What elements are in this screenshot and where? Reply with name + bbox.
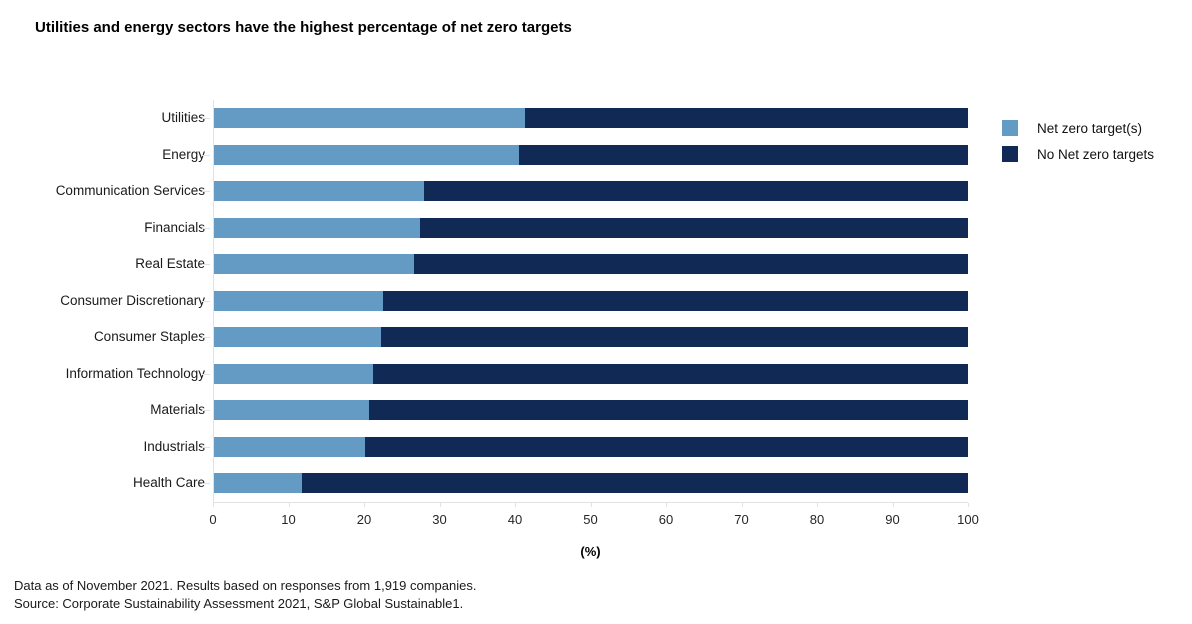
bar-row [214,181,968,201]
category-label: Energy [162,146,205,162]
bar-row [214,473,968,493]
bar-segment-net-zero [214,363,374,384]
bar-segment-no-net-zero [413,254,968,274]
legend-swatch [1002,146,1018,162]
category-label: Financials [144,219,205,235]
x-tick-label: 40 [507,512,523,527]
category-label: Materials [150,402,205,417]
bar-segment-no-net-zero [364,436,968,457]
x-axis-tick [213,503,214,507]
bar-row [214,108,968,128]
bar-segment-net-zero [214,217,420,238]
x-axis-tick [288,503,290,507]
x-tick-label: 80 [809,512,825,527]
chart-title: Utilities and energy sectors have the hi… [35,19,572,36]
x-axis-tick [439,503,441,507]
bar-segment-no-net-zero [302,473,968,493]
x-tick-label: 90 [885,512,900,527]
bar-segment-no-net-zero [423,181,968,201]
x-tick-label: 50 [583,512,598,527]
category-label: Consumer Staples [93,329,205,344]
legend-item: No Net zero targets [1002,146,1154,162]
y-axis-tick [202,300,210,302]
bar-segment-net-zero [214,436,365,457]
bar-row [214,436,968,457]
bar-segment-net-zero [214,144,519,165]
bar-row [214,290,968,311]
bar-segment-no-net-zero [518,144,968,165]
y-axis-tick [202,118,210,119]
bar-row [214,254,968,274]
legend-label: Net zero target(s) [1037,120,1143,136]
y-axis-tick [202,410,210,411]
x-axis-tick [590,503,592,507]
y-axis-tick [202,191,210,192]
legend-item: Net zero target(s) [1002,120,1154,136]
x-axis-tick [364,503,365,507]
y-axis-tick [202,446,210,448]
category-label: Utilities [161,110,205,125]
x-tick-label: 70 [734,512,749,527]
bar-segment-no-net-zero [525,108,968,128]
bar-row [214,217,968,238]
x-axis-tick [817,503,818,507]
x-tick-label: 20 [356,512,372,527]
bar-segment-no-net-zero [380,327,968,347]
y-axis-tick [202,227,210,229]
bar-segment-net-zero [214,108,526,128]
category-label: Industrials [143,438,205,454]
legend-swatch [1002,120,1018,136]
x-axis-tick [968,503,969,507]
category-label: Consumer Discretionary [60,292,205,308]
footer-line-2: Source: Corporate Sustainability Assessm… [14,596,464,611]
category-label: Information Technology [65,365,205,381]
bar-segment-net-zero [214,181,424,201]
footer-line-1: Data as of November 2021. Results based … [14,578,477,593]
y-axis-tick [202,373,210,375]
x-axis-tick [741,503,743,507]
bar-segment-net-zero [214,473,303,493]
x-tick-label: 0 [209,512,217,527]
x-axis-title: (%) [580,544,601,559]
bar-row [214,144,968,165]
x-tick-label: 10 [281,512,296,527]
x-tick-label: 60 [658,512,674,527]
x-axis-tick [892,503,894,507]
footer: Data as of November 2021. Results based … [14,577,476,613]
legend: Net zero target(s) No Net zero targets [1002,120,1154,172]
category-label: Health Care [132,475,205,490]
x-axis-tick [666,503,667,507]
bar-segment-no-net-zero [369,400,968,420]
bar-row [214,400,968,420]
y-axis-tick [202,483,210,484]
bar-segment-no-net-zero [419,217,968,238]
y-axis-tick [202,337,210,338]
legend-label: No Net zero targets [1037,146,1155,162]
bar-segment-net-zero [214,290,383,311]
plot-area [213,100,968,503]
bar-segment-net-zero [214,254,414,274]
bar-row [214,363,968,384]
category-label: Real Estate [135,256,205,271]
y-axis-tick [202,154,210,156]
x-tick-label: 30 [432,512,447,527]
bar-segment-net-zero [214,327,381,347]
category-label: Communication Services [55,183,205,198]
bar-segment-no-net-zero [373,363,968,384]
y-axis-tick [202,264,210,265]
x-tick-label: 100 [957,512,979,527]
bar-segment-net-zero [214,400,370,420]
bar-row [214,327,968,347]
x-axis-tick [515,503,516,507]
bar-segment-no-net-zero [382,290,968,311]
